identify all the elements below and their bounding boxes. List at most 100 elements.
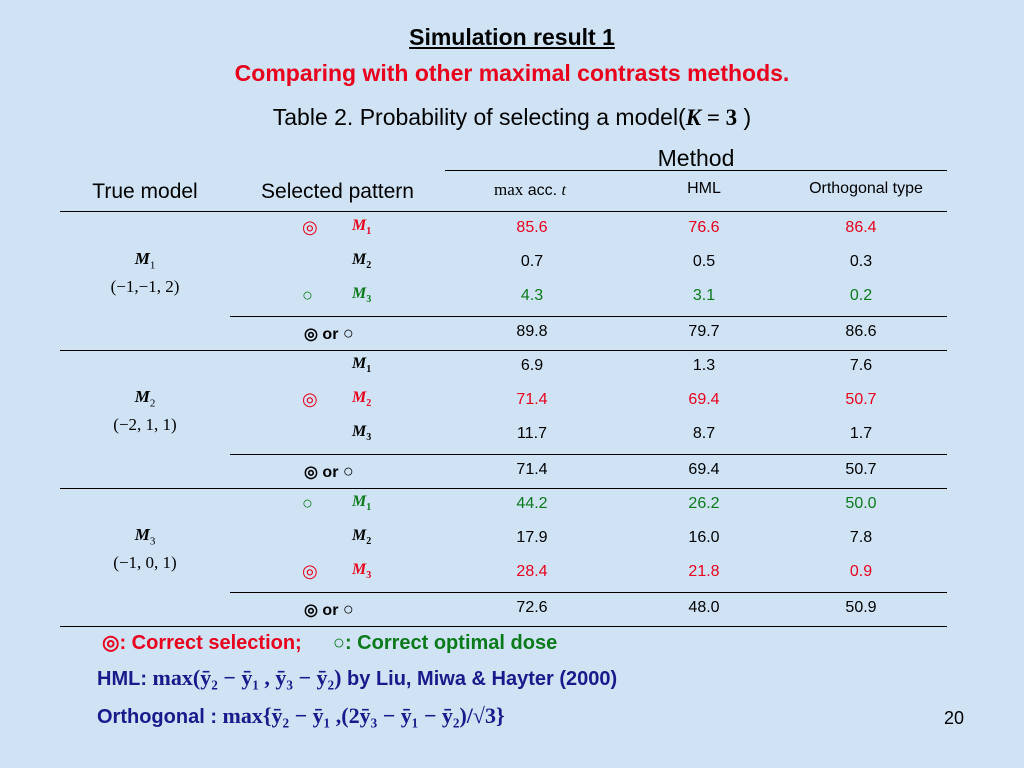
pattern-model-name: M <box>352 493 367 510</box>
pattern-model-name: M <box>352 389 367 406</box>
orthogonal-label: Orthogonal : <box>97 706 217 728</box>
value-orth: 50.7 <box>845 391 877 408</box>
or-text: or <box>322 464 339 481</box>
pattern-model-name: M <box>352 217 367 234</box>
col-hml: HML <box>687 180 721 197</box>
value-orth: 86.4 <box>845 219 877 236</box>
col-orthogonal: Orthogonal type <box>809 180 923 197</box>
pattern-model-sub: 3 <box>366 432 372 444</box>
caption-eq: = 3 <box>701 105 738 130</box>
caption-prefix: Table 2. Probability of selecting a mode… <box>272 104 686 130</box>
pattern-model: M2 <box>352 251 371 271</box>
pattern-model-sub: 1 <box>366 502 372 514</box>
col-max-acc-t: max acc. t <box>470 180 590 200</box>
subtotal-rule <box>230 592 947 593</box>
correct-selection-icon: ◎ <box>302 561 318 581</box>
optimal-dose-icon: ○ <box>302 493 313 513</box>
pattern-model: M3 <box>352 423 371 443</box>
correct-selection-icon: ◎ <box>304 464 318 481</box>
method-rule <box>445 170 947 171</box>
value-hml: 21.8 <box>688 563 720 580</box>
or-text: or <box>322 602 339 619</box>
pattern-model: M3 <box>352 561 371 581</box>
true-model-sub: 1 <box>149 259 156 272</box>
total-max: 89.8 <box>516 323 548 340</box>
legend-line-1: ◎: Correct selection; ○: Correct optimal… <box>102 630 557 655</box>
caption-k: K <box>685 105 702 130</box>
col-selected-pattern: Selected pattern <box>261 180 414 203</box>
value-hml: 3.1 <box>692 287 716 304</box>
total-orth: 50.7 <box>845 461 877 478</box>
value-max: 4.3 <box>520 287 544 304</box>
subtotal-rule <box>230 454 947 455</box>
correct-selection-icon: ◎ <box>304 326 318 343</box>
group-rule <box>60 350 947 351</box>
col-true-model: True model <box>92 180 198 203</box>
value-orth: 50.0 <box>845 495 877 512</box>
orthogonal-formula: max{ȳ₂ − ȳ₁ ,(2ȳ₃ − ȳ₁ − ȳ₂)/√3} <box>222 703 505 728</box>
slide-subtitle: Comparing with other maximal contrasts m… <box>234 60 790 86</box>
pattern-model-name: M <box>352 285 367 302</box>
group-rule <box>60 626 947 627</box>
true-model-params: (−2, 1, 1) <box>113 415 177 435</box>
pattern-model-name: M <box>352 251 367 268</box>
value-orth: 1.7 <box>849 425 873 442</box>
pattern-model-sub: 3 <box>366 294 372 306</box>
value-orth: 0.3 <box>849 253 873 270</box>
pattern-model: M3 <box>352 285 371 305</box>
total-label: ◎ or ○ <box>304 599 354 620</box>
pattern-model: M1 <box>352 355 371 375</box>
value-orth: 7.8 <box>849 529 873 546</box>
value-max: 28.4 <box>516 563 548 580</box>
value-hml: 1.3 <box>692 357 716 374</box>
pattern-model: M2 <box>352 527 371 547</box>
orthogonal-line: Orthogonal : max{ȳ₂ − ȳ₁ ,(2ȳ₃ − ȳ₁ − ȳ₂… <box>97 703 505 729</box>
value-max: 0.7 <box>520 253 544 270</box>
pattern-model-name: M <box>352 355 367 372</box>
pattern-model: M1 <box>352 217 371 237</box>
caption-suffix: ) <box>737 104 752 130</box>
optimal-dose-icon: ○ <box>342 461 354 481</box>
optimal-dose-icon: ○ <box>332 632 345 654</box>
pattern-model-name: M <box>352 527 367 544</box>
value-orth: 0.2 <box>849 287 873 304</box>
true-model-params: (−1, 0, 1) <box>113 553 177 573</box>
true-model-name: M <box>134 249 150 268</box>
correct-selection-icon: ◎ <box>304 602 318 619</box>
value-hml: 8.7 <box>692 425 716 442</box>
pattern-model-sub: 2 <box>366 260 372 272</box>
pattern-model-sub: 1 <box>366 226 372 238</box>
total-max: 71.4 <box>516 461 548 478</box>
value-orth: 7.6 <box>849 357 873 374</box>
pattern-model-name: M <box>352 423 367 440</box>
value-hml: 26.2 <box>688 495 720 512</box>
value-hml: 76.6 <box>688 219 720 236</box>
true-model-label: M3 (−1, 0, 1) <box>85 525 205 573</box>
true-model-params: (−1,−1, 2) <box>110 277 180 297</box>
pattern-model: M2 <box>352 389 371 409</box>
optimal-dose-icon: ○ <box>302 285 313 305</box>
true-model-sub: 2 <box>149 397 156 410</box>
col-max-t: t <box>561 182 566 199</box>
group-rule <box>60 488 947 489</box>
true-model-sub: 3 <box>149 535 156 548</box>
total-orth: 86.6 <box>845 323 877 340</box>
correct-selection-icon: ◎ <box>302 217 318 237</box>
correct-selection-icon: ◎ <box>102 632 120 654</box>
value-orth: 0.9 <box>849 563 873 580</box>
true-model-label: M2 (−2, 1, 1) <box>85 387 205 435</box>
value-max: 11.7 <box>517 425 547 442</box>
total-hml: 48.0 <box>688 599 720 616</box>
page-number: 20 <box>943 708 964 728</box>
true-model-name: M <box>134 525 150 544</box>
hml-line: HML: max(ȳ₂ − ȳ₁ , ȳ₃ − ȳ₂) by Liu, Miwa… <box>97 665 617 691</box>
total-hml: 79.7 <box>688 323 720 340</box>
slide-title: Simulation result 1 <box>409 24 615 50</box>
total-label: ◎ or ○ <box>304 461 354 482</box>
pattern-model-sub: 2 <box>366 536 372 548</box>
header-rule <box>60 211 947 212</box>
or-text: or <box>322 326 339 343</box>
pattern-model-name: M <box>352 561 367 578</box>
correct-selection-icon: ◎ <box>302 389 318 409</box>
pattern-model-sub: 3 <box>366 570 372 582</box>
